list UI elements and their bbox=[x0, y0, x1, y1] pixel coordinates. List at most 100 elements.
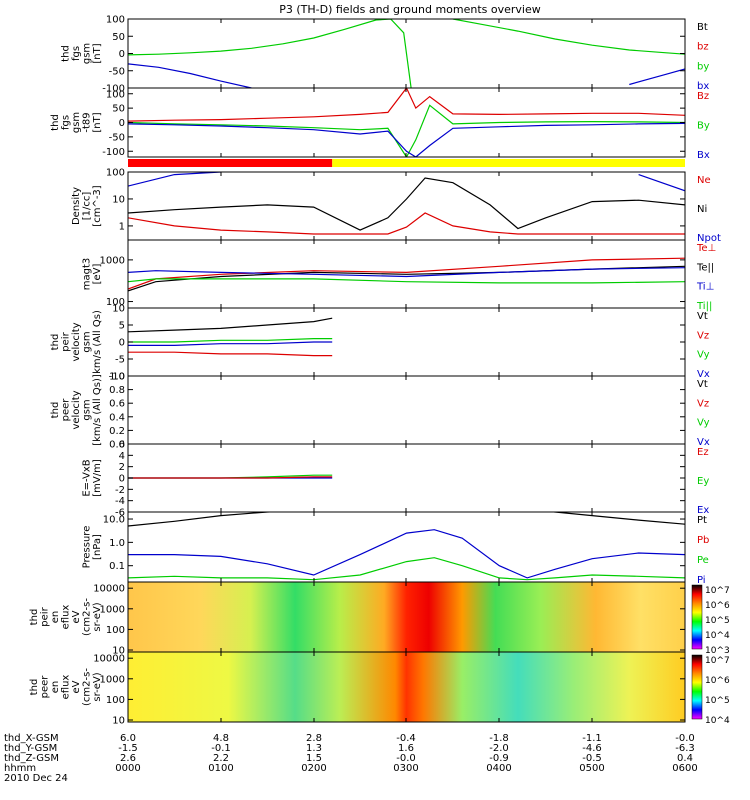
y-axis-label: [mV/m] bbox=[92, 459, 103, 497]
legend-entry: Pi bbox=[697, 575, 706, 586]
colorbar bbox=[691, 654, 703, 720]
panel-peer-en-eflux: 10^7 10^6 10^5 10^4 10000 1000 100 10 thd peer en e… bbox=[29, 651, 730, 727]
x-row-value: 1.6 bbox=[398, 743, 414, 754]
x-row-value: 0500 bbox=[579, 763, 604, 774]
legend-entry: bx bbox=[697, 81, 709, 92]
legend-entry: Vx bbox=[697, 369, 710, 380]
legend-entry: bz bbox=[697, 42, 709, 53]
y-axis-label: thd bbox=[29, 609, 40, 626]
series-line-Vx bbox=[128, 341, 333, 346]
panel-pressure: 10.0 1.0 0.1 Pressure [nPa] Pt Pb Pe Pi bbox=[82, 511, 709, 586]
y-axis-label: eflux bbox=[61, 675, 72, 700]
y-tick-label: 100 bbox=[106, 15, 125, 26]
y-tick-label: 1000 bbox=[100, 674, 125, 685]
legend-entry: Bx bbox=[697, 150, 710, 161]
legend-entry: Vz bbox=[697, 398, 709, 409]
series-line-Pe bbox=[128, 557, 685, 581]
y-tick-label: 10 bbox=[112, 194, 125, 205]
x-row-value: 0600 bbox=[672, 763, 697, 774]
x-row-value: 2.2 bbox=[213, 753, 229, 764]
series-line-Vy bbox=[128, 338, 333, 343]
y-axis-label: gsm bbox=[82, 331, 93, 352]
panel-peir-velocity: 10 5 0 -5 -10 thd peir velocity gsm km/s (All Qs)… bbox=[50, 304, 710, 383]
panel-magt3: 1000 100 magt3 [eV] Te⊥ Te|| Ti⊥ Ti|| bbox=[82, 239, 716, 312]
x-row-value: 1.3 bbox=[306, 743, 322, 754]
series-line-bx bbox=[128, 63, 685, 88]
y-axis-label: (cm2-s- bbox=[82, 598, 93, 636]
x-row-value: 0400 bbox=[486, 763, 511, 774]
y-axis-label: thd bbox=[50, 402, 61, 419]
y-tick-label: 0 bbox=[119, 49, 125, 60]
series-line-Ni bbox=[128, 177, 685, 231]
x-row-value: -0.4 bbox=[396, 733, 416, 744]
legend-entry: Vx bbox=[697, 437, 710, 448]
legend-entry: Vy bbox=[697, 418, 710, 429]
legend-entry: Te|| bbox=[696, 262, 714, 273]
legend-entry: Ex bbox=[697, 505, 709, 516]
series-line-Pt bbox=[128, 512, 685, 527]
y-tick-label: 100 bbox=[106, 695, 125, 706]
y-axis-label: thd bbox=[50, 334, 61, 351]
y-tick-label: 0.4 bbox=[109, 412, 125, 423]
colorbar-tick-label: 10^5 bbox=[705, 616, 730, 626]
y-tick-label: 0.6 bbox=[109, 399, 125, 410]
y-tick-label: 1000 bbox=[100, 255, 125, 266]
legend-entry: Vy bbox=[697, 350, 710, 361]
y-tick-label: 5 bbox=[119, 321, 125, 332]
y-axis-label: eV bbox=[71, 610, 82, 623]
series-line-Npot bbox=[128, 172, 685, 192]
legend-entry: Vt bbox=[697, 311, 708, 322]
x-row-value: -6.3 bbox=[675, 743, 695, 754]
y-tick-label: 0 bbox=[119, 474, 125, 485]
y-tick-label: 100 bbox=[106, 297, 125, 308]
legend-entry: Ey bbox=[697, 476, 709, 487]
mode-segment bbox=[128, 159, 333, 167]
y-axis-label: [cm^-3] bbox=[92, 185, 103, 226]
series-line-Bx bbox=[128, 122, 685, 157]
y-tick-label: 0.8 bbox=[109, 385, 125, 396]
y-axis-label: eV bbox=[71, 680, 82, 693]
y-axis-label: gsm bbox=[82, 399, 93, 420]
x-row-label: hhmm bbox=[4, 763, 36, 774]
x-row-value: 6.0 bbox=[120, 733, 136, 744]
y-axis-label: en bbox=[50, 611, 61, 624]
series-line-Vt bbox=[128, 317, 333, 333]
legend-entry: Pb bbox=[697, 535, 709, 546]
x-row-value: -1.1 bbox=[582, 733, 602, 744]
y-axis-label: thd bbox=[50, 114, 61, 131]
y-axis-label: gsm bbox=[71, 112, 82, 133]
colorbar-tick-label: 10^7 bbox=[705, 586, 730, 596]
legend-entry: Te⊥ bbox=[696, 243, 716, 254]
spectrogram bbox=[128, 582, 685, 652]
y-tick-label: 1 bbox=[119, 221, 125, 232]
y-axis-label: en bbox=[50, 681, 61, 694]
y-tick-label: 4 bbox=[119, 451, 125, 462]
y-tick-label: 10.0 bbox=[103, 515, 125, 526]
series-line-Vz bbox=[128, 351, 333, 357]
y-tick-label: 100 bbox=[106, 625, 125, 636]
y-axis-label: thd bbox=[29, 679, 40, 696]
y-axis-label: peer bbox=[61, 398, 72, 422]
y-axis-label: Pressure bbox=[82, 526, 93, 569]
series-line-Bz bbox=[128, 88, 685, 122]
x-row-value: -0.1 bbox=[211, 743, 231, 754]
y-axis-label: [1/cc] bbox=[82, 192, 93, 221]
x-row-value: 0000 bbox=[115, 763, 140, 774]
y-axis-label: [km/s (All Qs)] bbox=[92, 374, 103, 446]
y-tick-label: 0.2 bbox=[109, 426, 125, 437]
y-tick-label: -100 bbox=[102, 147, 125, 158]
panel-fgs-t89: 100 50 0 -50 -100 thd fgs gsm -t89 [nT] Bz By Bx bbox=[50, 87, 710, 161]
legend-entry: Npot bbox=[697, 233, 721, 244]
legend-entry: Vt bbox=[697, 379, 708, 390]
x-row-label: thd_X-GSM bbox=[4, 733, 59, 744]
colorbar-tick-label: 10^6 bbox=[705, 601, 730, 611]
y-tick-label: 10 bbox=[112, 716, 125, 727]
legend-entry: Bt bbox=[697, 22, 708, 33]
series-line-Te⊥ bbox=[128, 257, 685, 290]
series-line-Ne bbox=[128, 212, 685, 235]
y-tick-label: 100 bbox=[106, 89, 125, 100]
legend-entry: by bbox=[697, 61, 709, 72]
y-tick-label: 1000 bbox=[100, 604, 125, 615]
